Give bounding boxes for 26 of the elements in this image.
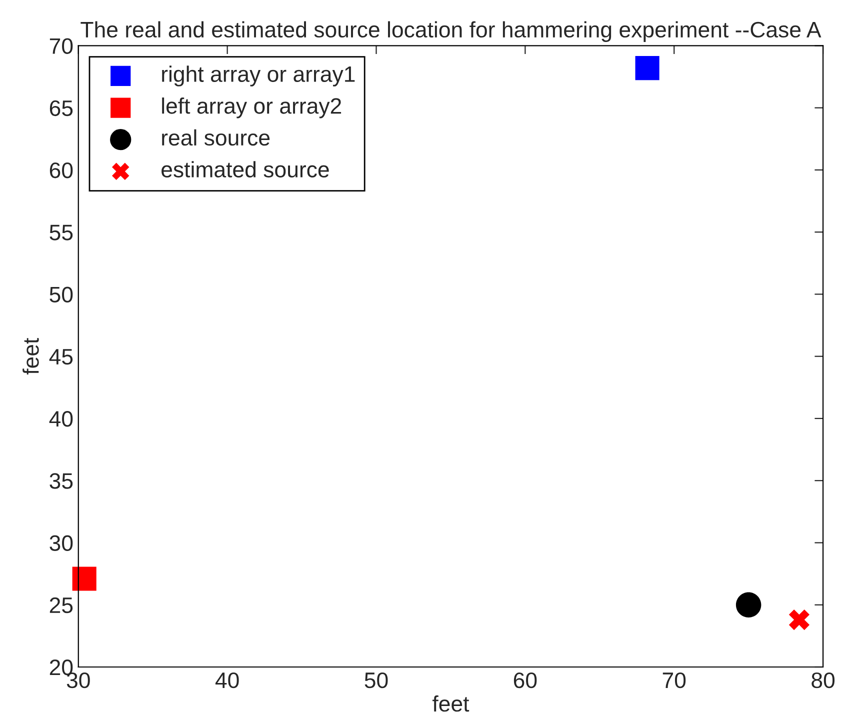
y-tick-label: 65 [50, 100, 73, 116]
legend-label: estimated source [162, 161, 329, 178]
y-tick-label: 25 [50, 597, 73, 614]
x-tick-label: 70 [662, 672, 686, 688]
x-tick-label: 40 [215, 672, 239, 688]
legend-label: right array or array1 [162, 66, 355, 86]
y-tick-label: 55 [50, 224, 73, 240]
point [635, 56, 660, 80]
x-tick-label: 60 [514, 672, 537, 688]
y-tick-label: 50 [50, 286, 73, 302]
y-tick-label: 70 [50, 38, 73, 54]
chart-title: The real and estimated source location for hammering experiment --Case A [80, 21, 822, 42]
x-axis-title: feet [432, 695, 470, 712]
x-tick-label: 50 [364, 672, 388, 688]
legend-label: real source [162, 129, 270, 146]
y-tick-label: 35 [50, 473, 73, 489]
y-tick-label: 30 [50, 535, 73, 552]
point [788, 609, 810, 630]
y-tick-label: 40 [49, 411, 73, 427]
y-tick-label: 60 [50, 162, 73, 178]
x-tick-label: 80 [812, 672, 835, 688]
y-tick-label: 45 [49, 349, 73, 365]
point [736, 592, 762, 618]
y-axis-title: feet [22, 338, 39, 375]
point [72, 566, 96, 591]
legend-label: left array or array2 [162, 98, 342, 118]
